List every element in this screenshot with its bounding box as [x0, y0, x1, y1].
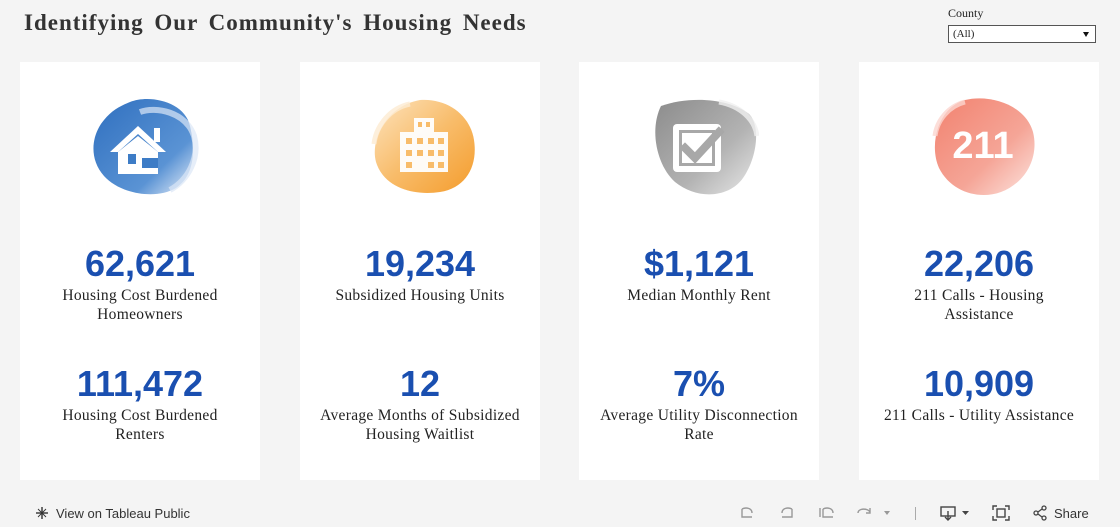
kpi-card-211: 211 22,206 211 Calls - Housing Assistanc…: [859, 62, 1099, 480]
metric-label: Average Months of Subsidized Housing Wai…: [320, 407, 520, 443]
metric-value: 7%: [672, 363, 726, 404]
dropdown-arrow-icon: [1083, 32, 1089, 37]
view-on-tableau-label: View on Tableau Public: [56, 505, 190, 521]
metric-subsidized-units: 19,234 Subsidized Housing Units: [300, 244, 540, 305]
metric-label: 211 Calls - Utility Assistance: [883, 407, 1075, 424]
county-filter-label: County: [948, 6, 984, 20]
metric-median-rent: $1,121 Median Monthly Rent: [579, 244, 819, 305]
metric-disconnection-rate: 7% Average Utility Disconnection Rate: [579, 364, 819, 444]
building-icon: [370, 96, 480, 200]
metric-value: 62,621: [84, 243, 196, 284]
kpi-card-subsidized: 19,234 Subsidized Housing Units 12 Avera…: [300, 62, 540, 480]
metric-label: Housing Cost Burdened Homeowners: [62, 287, 218, 323]
metric-211-utility: 10,909 211 Calls - Utility Assistance: [859, 364, 1099, 425]
share-icon: [1033, 505, 1047, 521]
metric-211-housing: 22,206 211 Calls - Housing Assistance: [859, 244, 1099, 324]
redo-icon[interactable]: [778, 505, 796, 521]
share-label: Share: [1054, 505, 1089, 521]
211-icon: 211: [929, 96, 1039, 200]
kpi-card-homeowners: 62,621 Housing Cost Burdened Homeowners …: [20, 62, 260, 480]
tableau-toolbar: View on Tableau Public Share: [0, 500, 1120, 527]
metric-label: Median Monthly Rent: [627, 287, 771, 304]
metric-waitlist: 12 Average Months of Subsidized Housing …: [300, 364, 540, 444]
metric-value: 19,234: [364, 243, 476, 284]
metric-value: $1,121: [643, 243, 755, 284]
metric-value: 111,472: [76, 363, 204, 404]
page-title: Identifying Our Community's Housing Need…: [24, 10, 527, 35]
tableau-logo-icon: [36, 507, 48, 519]
refresh-icon[interactable]: [856, 505, 890, 521]
undo-icon[interactable]: [738, 505, 756, 521]
211-icon-text: 211: [952, 125, 1013, 167]
metric-value: 22,206: [923, 243, 1035, 284]
download-icon[interactable]: [940, 505, 970, 521]
county-select-value: (All): [953, 28, 975, 40]
view-on-tableau-link[interactable]: View on Tableau Public: [34, 505, 190, 521]
toolbar-separator: [915, 507, 916, 520]
share-button[interactable]: Share: [1032, 505, 1089, 521]
county-select[interactable]: (All): [948, 25, 1096, 43]
checkbox-icon: [649, 96, 759, 200]
metric-homeowners: 62,621 Housing Cost Burdened Homeowners: [20, 244, 260, 324]
metric-label: Housing Cost Burdened Renters: [62, 407, 218, 443]
fullscreen-icon[interactable]: [992, 505, 1010, 521]
metric-value: 10,909: [923, 363, 1035, 404]
metric-label: Subsidized Housing Units: [335, 287, 505, 304]
revert-icon[interactable]: [818, 505, 836, 521]
metric-renters: 111,472 Housing Cost Burdened Renters: [20, 364, 260, 444]
county-filter: County (All): [948, 6, 1098, 43]
house-icon: [90, 96, 200, 200]
metric-value: 12: [399, 363, 441, 404]
metric-label: 211 Calls - Housing Assistance: [914, 287, 1044, 323]
kpi-card-rent: $1,121 Median Monthly Rent 7% Average Ut…: [579, 62, 819, 480]
metric-label: Average Utility Disconnection Rate: [600, 407, 798, 443]
